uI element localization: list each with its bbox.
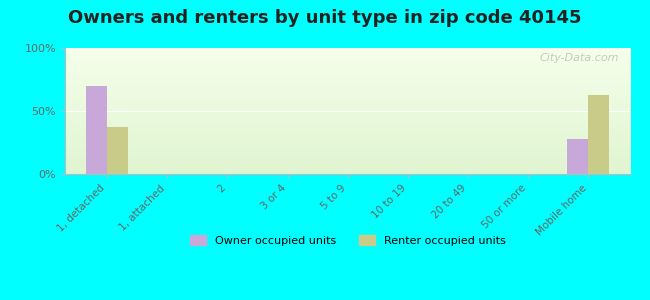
Legend: Owner occupied units, Renter occupied units: Owner occupied units, Renter occupied un… — [185, 231, 510, 250]
Text: City-Data.com: City-Data.com — [540, 53, 619, 63]
Bar — [567, 139, 588, 174]
Bar — [107, 128, 128, 174]
Bar — [588, 94, 610, 174]
Text: Owners and renters by unit type in zip code 40145: Owners and renters by unit type in zip c… — [68, 9, 582, 27]
Bar — [86, 86, 107, 174]
